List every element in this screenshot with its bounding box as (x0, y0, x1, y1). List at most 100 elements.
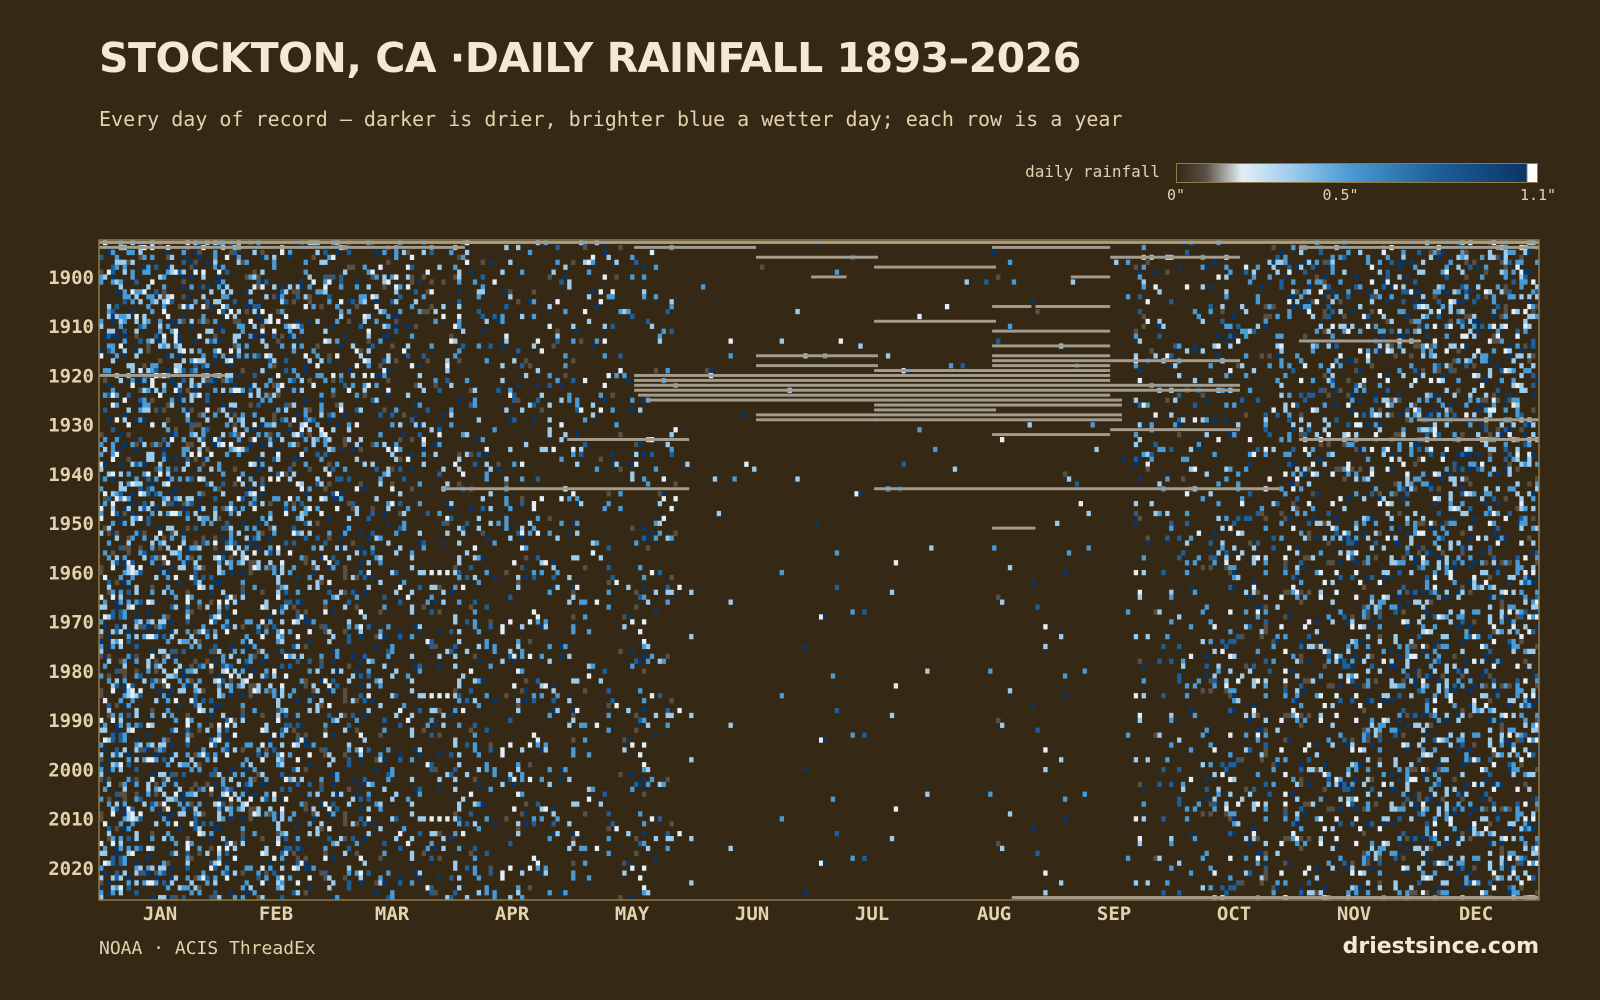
rain-day-cell (1255, 540, 1261, 546)
rain-day-cell (1444, 446, 1449, 453)
rain-day-cell (1350, 358, 1355, 364)
rain-day-cell (169, 377, 175, 384)
rain-day-cell (1188, 653, 1194, 659)
rain-day-cell (217, 565, 222, 571)
rain-day-cell (1535, 624, 1540, 630)
rain-day-cell (543, 624, 548, 630)
rain-day-cell (1523, 279, 1528, 285)
rain-day-cell (1287, 308, 1292, 315)
rain-day-cell (118, 520, 123, 526)
rain-day-cell (185, 609, 190, 615)
rain-day-cell (185, 515, 190, 522)
rain-day-cell (606, 491, 611, 497)
rain-day-cell (346, 437, 352, 443)
rain-day-cell (327, 629, 332, 635)
rain-day-cell (1468, 545, 1473, 551)
rain-day-cell (150, 678, 155, 684)
rain-day-cell (1283, 634, 1288, 640)
rain-day-cell (1397, 308, 1402, 315)
rain-day-cell (1456, 264, 1461, 270)
rain-day-cell (122, 397, 127, 403)
rain-day-cell (260, 333, 265, 339)
rain-day-cell (1499, 377, 1504, 384)
rain-day-cell (1491, 624, 1497, 630)
rain-day-cell (1460, 545, 1465, 551)
rain-day-cell (1358, 422, 1363, 428)
rain-day-cell (1365, 422, 1371, 428)
rain-day-cell (1326, 658, 1331, 664)
rain-day-cell (634, 461, 639, 467)
rain-day-cell (260, 451, 265, 458)
rain-day-cell (303, 407, 308, 413)
rain-day-cell (1377, 668, 1383, 674)
rain-day-cell (311, 304, 316, 310)
rain-day-cell (622, 308, 627, 315)
rain-day-cell (645, 318, 651, 325)
rain-day-cell (130, 491, 135, 497)
rain-day-cell (240, 387, 245, 393)
rain-day-cell (138, 254, 143, 261)
rain-day-cell (519, 313, 525, 320)
rain-day-cell (1369, 491, 1375, 497)
rain-day-cell (1491, 446, 1497, 453)
rain-day-cell (582, 688, 588, 694)
rain-day-cell (453, 353, 458, 359)
rain-day-cell (1527, 535, 1532, 541)
rain-day-cell (1220, 304, 1225, 310)
rain-day-cell (346, 299, 352, 305)
rain-day-cell (252, 274, 257, 280)
rain-day-cell (291, 565, 297, 571)
rain-day-cell (228, 560, 234, 566)
rain-day-cell (1330, 308, 1335, 315)
rain-day-cell (417, 501, 423, 507)
rain-day-cell (158, 663, 163, 669)
rain-day-cell (1208, 363, 1213, 369)
rain-day-cell (1468, 525, 1473, 531)
rain-day-cell (1299, 486, 1304, 492)
rain-day-cell (106, 343, 112, 349)
rain-day-cell (228, 683, 234, 689)
rain-day-cell (220, 658, 226, 664)
rain-day-cell (500, 624, 505, 630)
rain-day-cell (279, 570, 285, 576)
rain-day-cell (634, 451, 639, 458)
rain-day-cell (299, 530, 304, 536)
rain-day-cell (1531, 363, 1536, 369)
rain-day-cell (189, 545, 194, 551)
rain-day-cell (1208, 555, 1213, 561)
rain-day-cell (358, 407, 363, 413)
rain-day-cell (150, 254, 155, 261)
rain-day-cell (1381, 574, 1386, 581)
rain-day-cell (181, 565, 186, 571)
rain-day-cell (1196, 446, 1202, 453)
rain-day-cell (425, 510, 430, 517)
rain-day-cell (228, 501, 234, 507)
rain-day-cell (547, 274, 552, 280)
rain-day-cell (130, 269, 135, 275)
rain-day-cell (1436, 397, 1442, 403)
rain-day-cell (1487, 510, 1493, 517)
rain-day-cell (1535, 594, 1540, 600)
rain-day-cell (173, 269, 179, 275)
rain-day-cell (1385, 466, 1390, 472)
rain-day-cell (130, 289, 135, 295)
rain-day-cell (1491, 407, 1497, 413)
rain-day-cell (1401, 584, 1406, 591)
rain-day-cell (1515, 629, 1520, 635)
rain-day-cell (1169, 299, 1174, 305)
rain-day-cell (1468, 466, 1473, 472)
rain-day-cell (551, 343, 556, 349)
rain-day-cell (1476, 397, 1481, 403)
rain-day-cell (260, 481, 265, 487)
rain-day-cell (1428, 451, 1434, 458)
rain-day-cell (1354, 550, 1359, 556)
rain-day-cell (571, 377, 576, 384)
rain-day-cell (362, 294, 367, 300)
rain-day-cell (1192, 377, 1198, 384)
rain-day-cell (303, 363, 308, 369)
rain-day-cell (1515, 353, 1520, 359)
rain-day-cell (268, 358, 273, 364)
rain-day-cell (1385, 279, 1390, 285)
rain-day-cell (1531, 648, 1536, 655)
rain-day-cell (382, 471, 387, 477)
